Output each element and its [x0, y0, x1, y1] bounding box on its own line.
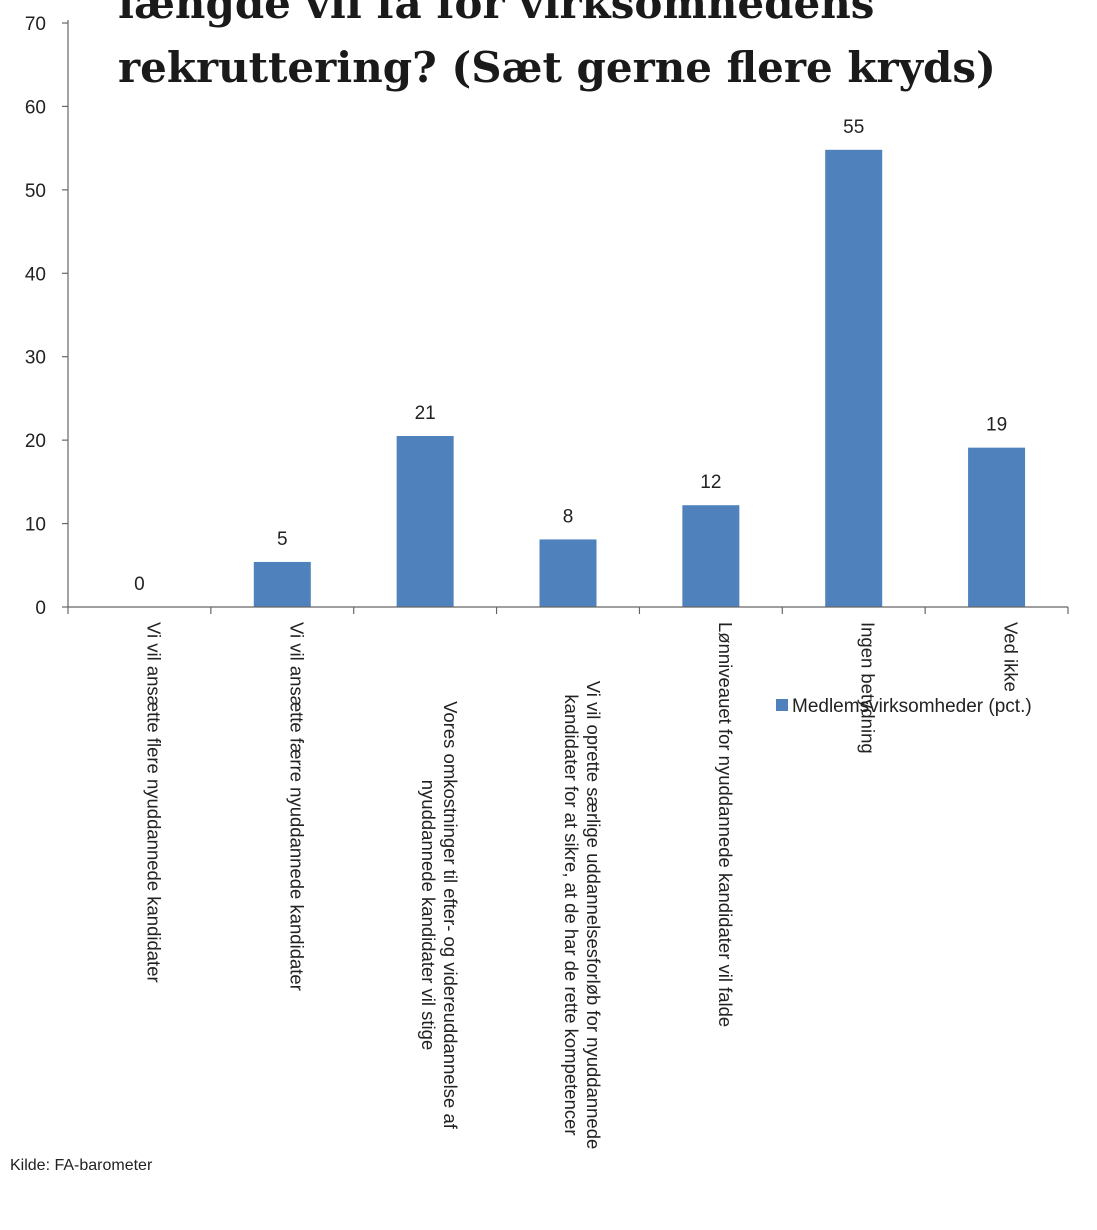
category-label-line: Vi vil ansætte færre nyuddannede kandida… [286, 622, 307, 991]
chart-title: længde vil få for virksomhedens rekrutter… [118, 0, 996, 92]
data-label: 55 [843, 117, 864, 138]
bars [253, 149, 1026, 607]
y-tick-label: 60 [25, 97, 46, 118]
bar [253, 561, 311, 607]
category-label-line: Lønniveauet for nyuddannede kandidater v… [715, 622, 736, 1027]
bar [539, 539, 597, 607]
category-label: Ved ikke [1001, 622, 1022, 692]
category-label: Vi vil ansætte færre nyuddannede kandida… [286, 622, 307, 991]
y-tick-label: 0 [35, 598, 46, 619]
chart-title-line-2: rekruttering? (Sæt gerne flere kryds) [118, 43, 996, 92]
legend-swatch [776, 699, 788, 711]
data-label: 21 [415, 403, 436, 424]
category-label: Vi vil oprette særlige uddannelsesforløb… [561, 681, 604, 1150]
y-tick-label: 20 [25, 431, 46, 452]
x-axis: Vi vil ansætte flere nyuddannede kandida… [67, 606, 1069, 1150]
legend: Medlemsvirksomheder (pct.) [776, 696, 1032, 717]
bar [825, 149, 883, 607]
y-tick-label: 30 [25, 348, 46, 369]
y-tick-label: 10 [25, 515, 46, 536]
data-label: 5 [277, 529, 288, 550]
bar [682, 505, 740, 607]
category-label: Vores omkostninger til efter- og videreu… [418, 701, 461, 1130]
category-label: Vi vil ansætte flere nyuddannede kandida… [143, 622, 164, 983]
category-label-line: Vi vil ansætte flere nyuddannede kandida… [143, 622, 164, 983]
data-label: 8 [563, 506, 574, 527]
data-labels: 0 5 21 8 12 55 19 [134, 117, 1007, 595]
category-label-line: kandidater for at sikre, at de har de re… [561, 694, 582, 1135]
category-label-line: Vi vil oprette særlige uddannelsesforløb… [583, 681, 604, 1150]
bar [968, 447, 1026, 607]
category-label: Ingen betydning [858, 622, 879, 754]
data-label: 0 [134, 574, 145, 595]
data-label: 19 [986, 415, 1007, 436]
category-label-line: Vores omkostninger til efter- og videreu… [440, 701, 461, 1130]
y-tick-label: 50 [25, 181, 46, 202]
category-label-line: nyuddannede kandidater vil stige [418, 780, 439, 1051]
category-label-line: Ved ikke [1001, 622, 1022, 692]
category-label-line: Ingen betydning [858, 622, 879, 754]
legend-label: Medlemsvirksomheder (pct.) [792, 696, 1032, 717]
y-axis: 0 10 20 30 40 50 60 70 [25, 14, 69, 619]
y-tick-label: 70 [25, 14, 46, 35]
chart-title-line-1: længde vil få for virksomhedens [118, 0, 874, 28]
data-label: 12 [700, 472, 721, 493]
y-tick-label: 40 [25, 264, 46, 285]
source-note: Kilde: FA-barometer [10, 1157, 153, 1174]
bar [396, 435, 454, 607]
category-label: Lønniveauet for nyuddannede kandidater v… [715, 622, 736, 1027]
